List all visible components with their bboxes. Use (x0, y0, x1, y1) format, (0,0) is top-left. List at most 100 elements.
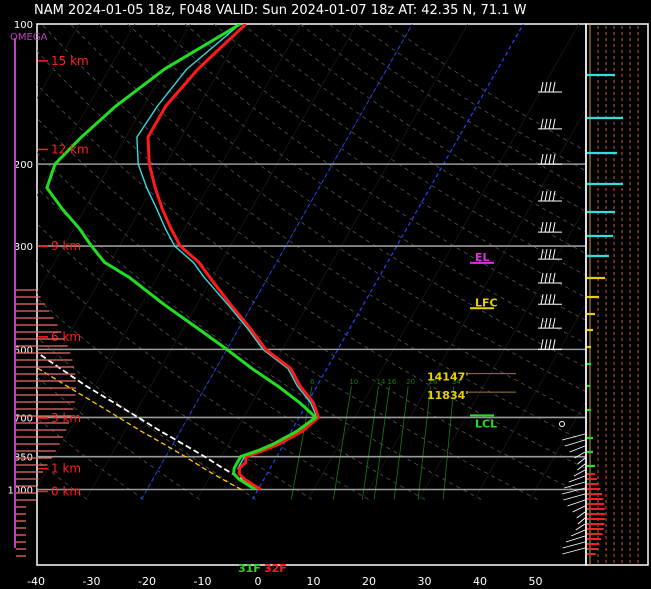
low-wind-barb (564, 439, 586, 447)
isotherm-line (0, 24, 24, 499)
profile-lines (37, 24, 320, 491)
dry-adiabat-line (213, 24, 586, 276)
low-wind-barb (572, 505, 586, 513)
wind-barb-flag (544, 222, 548, 233)
low-wind-barb (574, 451, 586, 459)
mixing-ratio-label: 16 (387, 378, 396, 386)
isotherm-line (37, 24, 191, 294)
low-wind-barb (576, 511, 586, 519)
isotherm-line (363, 108, 586, 500)
mixing-ratio-line (290, 386, 313, 500)
temperature-tick-label: -20 (138, 575, 156, 588)
wind-barb-flag (552, 222, 556, 233)
wind-barb-flag (540, 118, 544, 129)
dry-adiabat-line (37, 187, 482, 500)
dry-adiabat-line (127, 24, 586, 345)
wind-barb-flag (552, 317, 556, 329)
dry-adiabat-line (156, 24, 586, 321)
chart-title: NAM 2024-01-05 18z, F048 VALID: Sun 2024… (34, 3, 527, 18)
level-feet-label: 14147' (427, 371, 469, 384)
temperature-line (146, 24, 320, 491)
wind-barb-flag (552, 190, 556, 202)
dry-adiabat-line (37, 417, 144, 500)
calm-wind-marker (559, 421, 565, 427)
wind-barb-flag (548, 81, 552, 93)
wind-barb (538, 339, 562, 350)
wind-barb-flag (544, 81, 548, 93)
isotherms (0, 24, 586, 500)
wind-barb-flag (548, 317, 552, 329)
dry-adiabat-line (184, 24, 586, 299)
isotherm-line (196, 24, 469, 500)
wind-barb (538, 118, 562, 130)
isotherm-line (37, 24, 302, 489)
low-wind-barb (575, 523, 586, 531)
low-wind-barb (573, 469, 586, 477)
low-wind-barb (565, 535, 586, 543)
wind-barb-flag (544, 339, 548, 350)
wind-barb-flag (544, 249, 548, 260)
wind-barb-flag (552, 339, 556, 350)
low-wind-barb (570, 529, 586, 537)
mixing-ratio-label: 14 (376, 378, 385, 386)
dry-adiabat-line (37, 117, 586, 497)
wetbulb-line (136, 24, 318, 491)
lfc-marker-label: LFC (475, 296, 498, 309)
isotherm-line (474, 302, 586, 500)
wind-barb-flag (544, 118, 548, 129)
low-wind-barb (562, 433, 586, 441)
low-wind-barb (563, 493, 586, 501)
lcl-marker-label: LCL (475, 417, 497, 430)
pressure-tick-label: 500 (14, 345, 33, 356)
dry-adiabat-line (37, 260, 369, 500)
dry-adiabat-line (37, 223, 425, 500)
wind-barb-flag (552, 272, 556, 284)
temperature-tick-label: 40 (473, 575, 487, 588)
low-wind-barb (562, 547, 586, 555)
wind-barb-flag (540, 272, 544, 284)
wind-barb-flag (540, 222, 544, 233)
wind-barb (538, 154, 562, 165)
dry-adiabat-line (37, 336, 257, 500)
wind-barb (538, 81, 562, 93)
pressure-tick-label: 300 (14, 242, 33, 253)
dry-adiabat-line (37, 376, 200, 500)
temperature-tick-label: 0 (255, 575, 262, 588)
height-label: 12 km (51, 142, 89, 156)
isotherm-line (37, 24, 136, 197)
temperature-tick-label: -10 (194, 575, 212, 588)
isotherm-minus20-line (140, 24, 413, 500)
mixing-ratio-label: 26 (429, 378, 438, 386)
omega-label: OMEGA (10, 32, 48, 43)
mixing-ratio-label: 34 (452, 378, 461, 386)
low-wind-barb (577, 463, 586, 471)
wind-barb (538, 272, 562, 284)
isotherm-line (529, 400, 586, 500)
wind-barb (538, 190, 562, 202)
level-feet-label: 11834' (427, 389, 469, 402)
temperature-tick-label: 10 (307, 575, 321, 588)
wind-barb-flag (540, 190, 544, 202)
dry-adiabats (37, 24, 586, 500)
wind-barb (538, 222, 562, 233)
surface-dewpoint-label: 31F (238, 562, 261, 575)
dewpoint-line (45, 24, 318, 491)
wind-barb-flag (544, 190, 548, 202)
low-wind-barb (564, 481, 586, 489)
dry-adiabat-line (357, 24, 586, 172)
wind-barb-flag (540, 249, 544, 260)
wind-barb-flag (548, 294, 552, 305)
low-wind-barb (577, 457, 586, 465)
isotherm-line (37, 24, 80, 99)
omega-bars (16, 289, 76, 557)
wind-barb-flag (544, 154, 548, 165)
right-panel-frame (585, 23, 649, 566)
mixing-ratio-label: 10 (349, 378, 358, 386)
height-label: 0 km (51, 485, 81, 499)
height-label: 3 km (51, 411, 81, 425)
warm-parcel-line (37, 366, 242, 491)
low-wind-barb (567, 499, 586, 507)
mixing-ratio-line (333, 386, 352, 500)
